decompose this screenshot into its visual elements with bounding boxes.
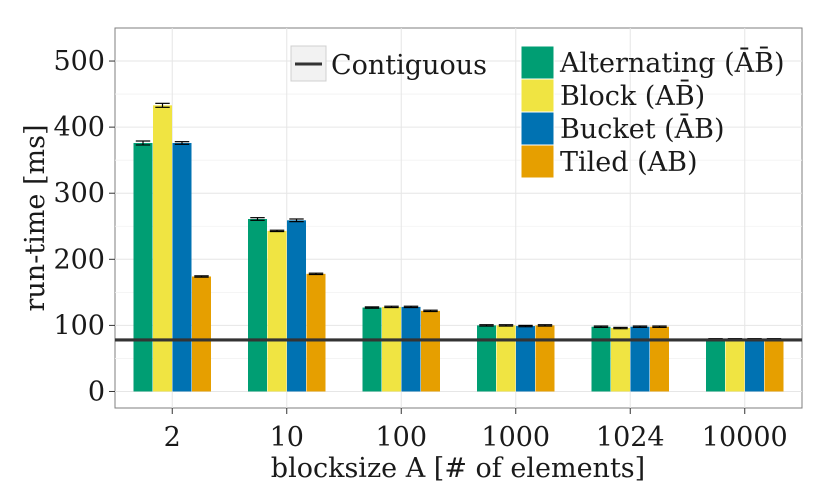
legend-label: Block (AB̄) xyxy=(560,78,705,112)
x-tick-label: 1024 xyxy=(596,422,665,453)
legend-series: Alternating (ĀB̄)Block (AB̄)Bucket (ĀB)T… xyxy=(520,45,785,179)
x-tick-label: 10000 xyxy=(702,422,788,453)
bar xyxy=(706,339,725,392)
bar xyxy=(745,339,764,392)
bar xyxy=(192,276,211,392)
x-tick-label: 2 xyxy=(164,422,181,453)
x-tick-label: 1000 xyxy=(481,422,550,453)
legend-contiguous-label: Contiguous xyxy=(331,50,487,81)
bar xyxy=(764,339,784,392)
grid xyxy=(115,28,802,408)
y-tick-label: 400 xyxy=(53,112,105,143)
y-tick-label: 100 xyxy=(53,310,105,341)
legend-label: Tiled (AB) xyxy=(560,147,698,178)
bar xyxy=(267,230,287,392)
bar xyxy=(477,325,496,392)
bar xyxy=(172,142,192,392)
x-axis: 2 10 100 1000 1024 10000 xyxy=(164,408,788,453)
y-tick-label: 200 xyxy=(53,244,105,275)
legend-swatch xyxy=(520,78,555,113)
bar xyxy=(650,326,669,392)
bar xyxy=(401,306,421,392)
panel-background xyxy=(114,27,803,409)
bar xyxy=(591,326,611,392)
legend: Contiguous Alternating (ĀB̄)Block (AB̄)B… xyxy=(290,45,785,179)
bar xyxy=(133,142,153,392)
bar xyxy=(306,273,326,392)
legend-swatch xyxy=(520,144,555,179)
bar xyxy=(287,220,306,392)
bar xyxy=(248,218,267,392)
bar xyxy=(421,310,440,392)
bar xyxy=(382,306,401,392)
legend-swatch xyxy=(520,45,555,80)
legend-label: Alternating (ĀB̄) xyxy=(559,45,785,79)
x-axis-title: blocksize A [# of elements] xyxy=(271,453,645,484)
bar xyxy=(611,328,630,392)
legend-label: Bucket (ĀB) xyxy=(560,112,725,145)
x-tick-label: 10 xyxy=(270,422,304,453)
bar xyxy=(725,339,745,392)
y-axis: 0 100 200 300 400 500 xyxy=(53,46,115,407)
y-tick-label: 0 xyxy=(88,376,105,407)
y-axis-title: run-time [ms] xyxy=(20,125,51,312)
bar xyxy=(153,105,172,392)
bar xyxy=(362,307,382,392)
bars xyxy=(133,105,784,392)
y-tick-label: 500 xyxy=(53,46,105,77)
bar xyxy=(630,326,650,392)
x-tick-label: 100 xyxy=(375,422,427,453)
y-tick-label: 300 xyxy=(53,178,105,209)
bar xyxy=(496,325,516,392)
bar xyxy=(535,325,555,392)
legend-swatch xyxy=(520,111,555,146)
bar xyxy=(516,326,535,392)
